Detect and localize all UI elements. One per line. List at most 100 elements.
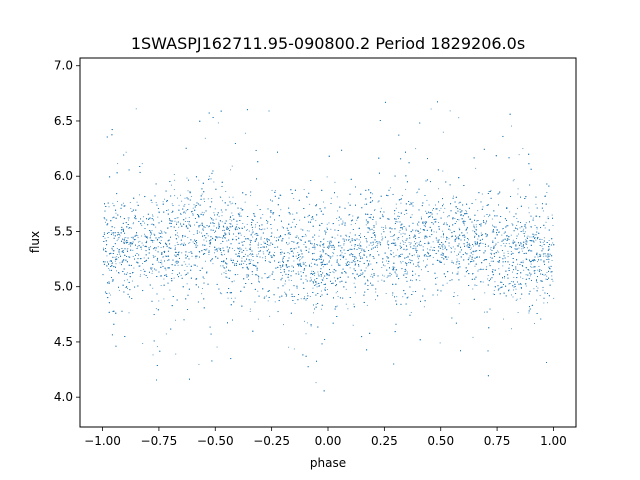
data-point — [511, 328, 512, 330]
data-point — [231, 212, 233, 214]
data-point — [543, 302, 545, 304]
data-point — [542, 210, 544, 212]
data-point — [344, 238, 346, 240]
data-point — [423, 306, 425, 308]
data-point — [153, 240, 155, 242]
data-point — [336, 196, 338, 198]
data-point — [122, 202, 124, 204]
data-point — [305, 246, 307, 248]
data-point — [283, 324, 284, 326]
data-point — [546, 192, 548, 193]
data-point — [533, 323, 535, 324]
data-point — [470, 247, 472, 249]
data-point — [377, 201, 379, 203]
data-point — [392, 294, 393, 296]
data-point — [512, 239, 514, 241]
data-point — [329, 256, 331, 258]
data-point — [270, 228, 272, 230]
data-point — [551, 260, 553, 261]
data-point — [299, 260, 301, 262]
data-point — [501, 282, 503, 283]
data-point — [178, 244, 180, 246]
data-point — [509, 264, 511, 266]
data-point — [147, 237, 148, 239]
data-point — [326, 176, 328, 178]
data-point — [270, 235, 272, 237]
data-point — [150, 235, 152, 237]
data-point — [133, 267, 135, 269]
data-point — [324, 288, 326, 290]
data-point — [327, 289, 328, 290]
data-point — [317, 273, 319, 275]
data-point — [546, 272, 548, 274]
data-point — [167, 209, 169, 211]
data-point — [442, 249, 444, 250]
data-point — [119, 251, 120, 253]
data-point — [415, 148, 417, 150]
data-point — [537, 256, 539, 258]
data-point — [243, 236, 245, 238]
data-point — [400, 248, 401, 249]
data-point — [415, 230, 416, 232]
data-point — [390, 236, 392, 237]
data-point — [230, 216, 231, 217]
data-point — [257, 275, 259, 277]
data-point — [296, 223, 297, 225]
data-point — [539, 253, 540, 255]
data-point — [531, 266, 533, 268]
data-point — [412, 202, 414, 203]
data-point — [503, 232, 505, 234]
data-point — [338, 264, 340, 266]
data-point — [139, 275, 141, 277]
data-point — [374, 234, 376, 236]
data-point — [185, 221, 186, 222]
data-point — [487, 278, 489, 280]
data-point — [489, 263, 490, 265]
data-point — [346, 262, 348, 264]
data-point — [280, 266, 282, 268]
data-point — [438, 243, 440, 245]
data-point — [250, 195, 252, 197]
data-point — [126, 272, 128, 274]
data-point — [336, 218, 338, 219]
data-point — [117, 200, 119, 202]
data-point — [268, 244, 270, 246]
data-point — [311, 270, 313, 272]
data-point — [528, 207, 530, 209]
data-point — [415, 246, 417, 248]
data-point — [207, 226, 209, 228]
data-point — [486, 266, 488, 268]
data-point — [352, 324, 354, 326]
data-point — [140, 248, 142, 250]
data-point — [451, 260, 453, 262]
data-point — [124, 237, 126, 239]
data-point — [397, 221, 399, 223]
data-point — [300, 298, 302, 300]
data-point — [418, 232, 420, 234]
data-point — [174, 261, 176, 263]
data-point — [203, 278, 205, 279]
data-point — [408, 262, 409, 264]
data-point — [399, 242, 401, 244]
data-point — [493, 245, 495, 247]
data-point — [185, 263, 187, 265]
data-point — [190, 196, 192, 197]
data-point — [552, 280, 554, 282]
data-point — [438, 188, 440, 190]
data-point — [540, 242, 542, 243]
data-point — [542, 289, 544, 291]
data-point — [396, 274, 398, 276]
data-point — [143, 257, 145, 259]
data-point — [378, 241, 380, 243]
data-point — [250, 254, 252, 256]
data-point — [239, 212, 241, 214]
data-point — [392, 235, 394, 237]
data-point — [475, 199, 477, 201]
data-point — [272, 212, 274, 214]
data-point — [333, 272, 335, 274]
data-point — [493, 290, 495, 292]
data-point — [144, 222, 145, 224]
data-point — [348, 261, 350, 262]
data-point — [503, 243, 505, 244]
data-point — [184, 204, 186, 205]
